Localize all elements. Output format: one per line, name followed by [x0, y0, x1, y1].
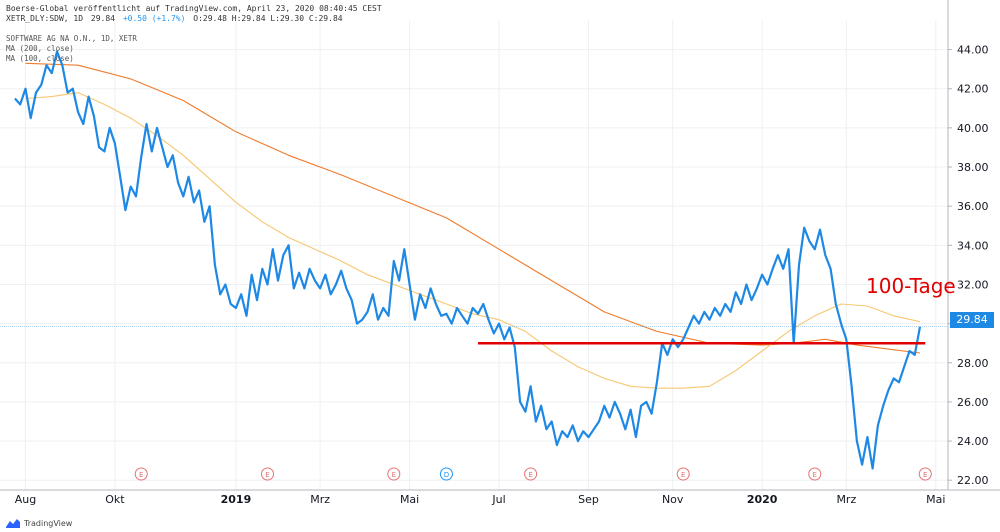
last-price-badge: 29.84 — [950, 312, 994, 328]
y-tick-label-1: 42.00 — [957, 83, 989, 96]
change-value: +0.50 (+1.7%) — [122, 14, 186, 23]
event-marker-circle-5 — [676, 467, 690, 481]
event-marker-label-7: E — [923, 471, 927, 479]
legend-ma200[interactable]: MA (200, close) — [6, 44, 74, 53]
event-marker-circle-1 — [261, 467, 275, 481]
event-marker-circle-0 — [134, 467, 148, 481]
y-tick-label-0: 44.00 — [957, 44, 989, 57]
y-tick-label-3: 38.00 — [957, 161, 989, 174]
tradingview-logo-icon — [6, 519, 20, 528]
event-marker-circle-6 — [808, 467, 822, 481]
y-axis-ticks: 44.0042.0040.0038.0036.0034.0032.0030.00… — [948, 44, 989, 487]
y-tick-label-8: 28.00 — [957, 357, 989, 370]
x-tick-label-5: Jul — [491, 493, 505, 506]
symbol-line: XETR_DLY:SDW, 1D 29.84 +0.50 (+1.7%) O:2… — [6, 14, 343, 23]
y-tick-label-11: 22.00 — [957, 474, 989, 487]
event-marker-circle-3 — [439, 467, 453, 481]
tradingview-footer[interactable]: TradingView — [6, 518, 72, 528]
x-tick-label-4: Mai — [400, 493, 419, 506]
legend-ma100[interactable]: MA (100, close) — [6, 54, 74, 63]
ma200-series — [25, 62, 921, 354]
event-marker-label-2: E — [392, 471, 396, 479]
tradingview-brand: TradingView — [24, 518, 73, 528]
event-marker-label-5: E — [681, 471, 685, 479]
price-series — [14, 50, 922, 470]
x-tick-label-10: Mai — [926, 493, 945, 506]
x-tick-label-6: Sep — [578, 493, 599, 506]
attribution-text: Boerse-Global veröffentlicht auf Trading… — [6, 4, 382, 13]
legend-title[interactable]: SOFTWARE AG NA O.N., 1D, XETR — [6, 34, 137, 43]
symbol-text: XETR_DLY:SDW, 1D — [6, 14, 84, 23]
overlays — [0, 326, 948, 345]
x-tick-label-1: Okt — [105, 493, 125, 506]
event-marker-label-6: E — [813, 471, 817, 479]
ohlc-values: O:29.48 H:29.84 L:29.30 C:29.84 — [193, 14, 343, 23]
event-marker-label-1: E — [265, 471, 269, 479]
price-line — [14, 50, 922, 470]
y-tick-label-4: 36.00 — [957, 200, 989, 213]
event-marker-label-0: E — [139, 471, 143, 479]
ma100-line — [25, 92, 921, 389]
x-tick-label-3: Mrz — [310, 493, 330, 506]
y-tick-label-9: 26.00 — [957, 396, 989, 409]
y-tick-label-2: 40.00 — [957, 122, 989, 135]
event-marker-label-3: D — [444, 471, 449, 479]
last-value: 29.84 — [90, 14, 115, 23]
event-marker-circle-7 — [918, 467, 932, 481]
y-tick-label-10: 24.00 — [957, 435, 989, 448]
chart-grid — [0, 20, 948, 490]
x-tick-label-7: Nov — [662, 493, 684, 506]
event-marker-circle-2 — [387, 467, 401, 481]
x-tick-label-9: Mrz — [836, 493, 856, 506]
event-marker-circle-4 — [524, 467, 538, 481]
ma100-series — [25, 92, 921, 389]
y-tick-label-6: 32.00 — [957, 278, 989, 291]
x-axis-ticks: Aug Okt 2019 Mrz Mai Jul Sep Nov 2020 Mrz Mai — [15, 493, 946, 506]
x-tick-label-2: 2019 — [221, 493, 252, 506]
y-tick-label-5: 34.00 — [957, 239, 989, 252]
x-tick-label-0: Aug — [15, 493, 36, 506]
event-marker-label-4: E — [528, 471, 532, 479]
annotation-100-tage: 100-Tage — [866, 274, 956, 298]
x-tick-label-8: 2020 — [747, 493, 778, 506]
ma200-line — [25, 62, 921, 354]
